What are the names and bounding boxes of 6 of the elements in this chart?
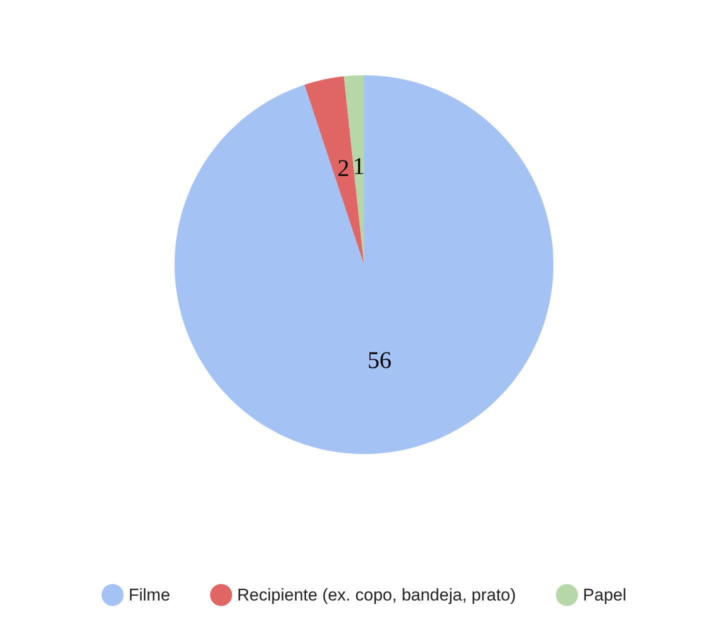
legend-label: Filme [128,586,170,604]
legend-label: Recipiente (ex. copo, bandeja, prato) [237,586,516,604]
data-label: 2 [337,156,350,182]
data-label: 56 [368,348,392,374]
legend-label: Papel [582,586,626,604]
data-label: 1 [352,154,365,180]
